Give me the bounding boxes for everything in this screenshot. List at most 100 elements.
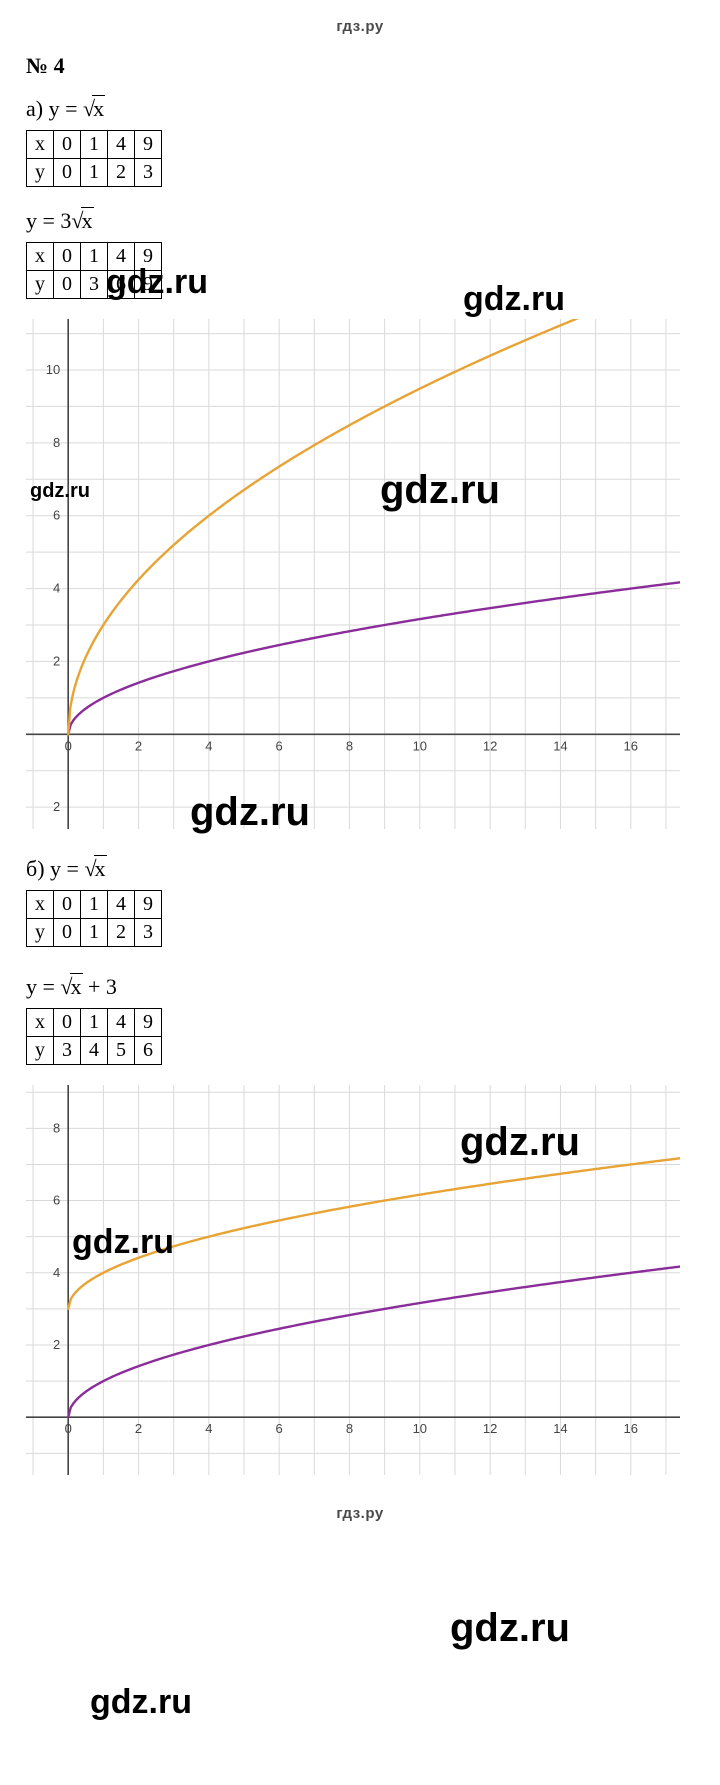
section-a: а) y = x x 0 1 4 9 y 0 1 2 3 y = 3x x: [26, 95, 694, 829]
table-cell: x: [27, 243, 54, 271]
table-cell: 1: [81, 919, 108, 947]
table-cell: x: [27, 1009, 54, 1037]
formula-a1: а) y = x: [26, 95, 694, 122]
svg-text:6: 6: [276, 1421, 283, 1436]
table-a2: x 0 1 4 9 y 0 3 6 9: [26, 242, 162, 299]
watermark: gdz.ru: [90, 1683, 192, 1722]
table-b1: x 0 1 4 9 y 0 1 2 3: [26, 890, 162, 947]
svg-text:8: 8: [53, 1120, 60, 1135]
table-cell: 0: [54, 243, 81, 271]
table-cell: 0: [54, 1009, 81, 1037]
svg-text:0: 0: [65, 738, 72, 753]
svg-text:12: 12: [483, 738, 497, 753]
svg-text:6: 6: [276, 738, 283, 753]
svg-text:12: 12: [483, 1421, 497, 1436]
sqrt-icon: [83, 96, 95, 122]
table-cell: 2: [108, 919, 135, 947]
svg-text:2: 2: [53, 799, 60, 814]
table-cell: x: [27, 891, 54, 919]
table-cell: 1: [81, 243, 108, 271]
svg-text:8: 8: [346, 1421, 353, 1436]
table-a1: x 0 1 4 9 y 0 1 2 3: [26, 130, 162, 187]
section-b-label: б): [26, 856, 50, 881]
table-cell: 0: [54, 159, 81, 187]
svg-text:8: 8: [53, 435, 60, 450]
svg-text:0: 0: [65, 1421, 72, 1436]
table-row: x 0 1 4 9: [27, 891, 162, 919]
table-row: y 0 1 2 3: [27, 919, 162, 947]
svg-text:4: 4: [205, 738, 212, 753]
table-cell: 4: [81, 1037, 108, 1065]
section-a-label: а): [26, 96, 49, 121]
table-cell: 2: [108, 159, 135, 187]
page: гдз.ру № 4 а) y = x x 0 1 4 9 y 0 1 2 3 …: [0, 0, 720, 1562]
table-cell: 1: [81, 891, 108, 919]
table-cell: y: [27, 919, 54, 947]
svg-text:8: 8: [346, 738, 353, 753]
svg-text:10: 10: [413, 1421, 427, 1436]
table-cell: 3: [54, 1037, 81, 1065]
sqrt-icon: [71, 208, 83, 234]
svg-text:10: 10: [46, 362, 60, 377]
table-cell: 9: [135, 243, 162, 271]
table-cell: 9: [135, 891, 162, 919]
formula-b2-prefix: y =: [26, 974, 60, 999]
header-brand: гдз.ру: [26, 18, 694, 35]
table-cell: x: [27, 131, 54, 159]
problem-number: № 4: [26, 53, 694, 79]
sqrt-icon: [60, 974, 72, 1000]
section-b: б) y = x x 0 1 4 9 y 0 1 2 3 y = x + 3 x: [26, 855, 694, 1475]
svg-text:2: 2: [53, 653, 60, 668]
chart-a-svg: 02468101214162468102: [26, 319, 680, 829]
table-cell: 9: [135, 1009, 162, 1037]
table-cell: 4: [108, 1009, 135, 1037]
svg-text:16: 16: [624, 1421, 638, 1436]
table-cell: 3: [81, 271, 108, 299]
watermark: gdz.ru: [450, 1606, 570, 1651]
footer-brand: гдз.ру: [26, 1505, 694, 1522]
table-cell: 0: [54, 919, 81, 947]
table-cell: y: [27, 271, 54, 299]
formula-b1-prefix: y =: [50, 856, 84, 881]
svg-text:14: 14: [553, 1421, 567, 1436]
table-row: y 0 1 2 3: [27, 159, 162, 187]
table-cell: 6: [135, 1037, 162, 1065]
table-cell: y: [27, 159, 54, 187]
svg-text:10: 10: [413, 738, 427, 753]
chart-b-svg: 02468101214162468: [26, 1085, 680, 1475]
svg-text:2: 2: [53, 1337, 60, 1352]
table-b2: x 0 1 4 9 y 3 4 5 6: [26, 1008, 162, 1065]
svg-text:16: 16: [624, 738, 638, 753]
svg-text:2: 2: [135, 1421, 142, 1436]
table-cell: 3: [135, 919, 162, 947]
table-cell: 4: [108, 131, 135, 159]
table-cell: 3: [135, 159, 162, 187]
table-cell: 0: [54, 891, 81, 919]
table-cell: 4: [108, 243, 135, 271]
table-cell: 1: [81, 159, 108, 187]
table-cell: y: [27, 1037, 54, 1065]
table-cell: 0: [54, 131, 81, 159]
table-cell: 5: [108, 1037, 135, 1065]
formula-b1: б) y = x: [26, 855, 694, 882]
table-cell: 9: [135, 271, 162, 299]
table-row: y 3 4 5 6: [27, 1037, 162, 1065]
formula-a2-prefix: y =: [26, 208, 60, 233]
table-row: x 0 1 4 9: [27, 243, 162, 271]
table-cell: 1: [81, 1009, 108, 1037]
table-cell: 0: [54, 271, 81, 299]
table-cell: 9: [135, 131, 162, 159]
formula-b2-suffix: + 3: [83, 974, 117, 999]
formula-a2: y = 3x: [26, 207, 694, 234]
svg-text:4: 4: [53, 1265, 60, 1280]
table-row: y 0 3 6 9: [27, 271, 162, 299]
table-cell: 1: [81, 131, 108, 159]
chart-b: 02468101214162468: [26, 1085, 694, 1475]
table-cell: 6: [108, 271, 135, 299]
formula-b2: y = x + 3: [26, 973, 694, 1000]
svg-text:4: 4: [53, 581, 60, 596]
formula-a1-prefix: y =: [49, 96, 83, 121]
svg-text:6: 6: [53, 1193, 60, 1208]
svg-text:14: 14: [553, 738, 567, 753]
table-cell: 4: [108, 891, 135, 919]
